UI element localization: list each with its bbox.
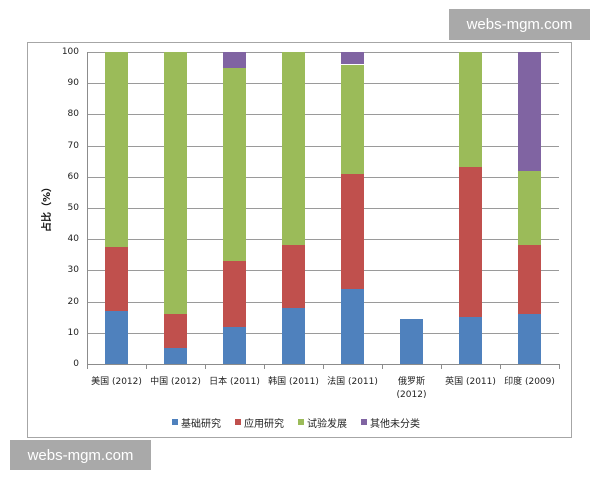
bar-segment <box>341 64 364 174</box>
x-tick <box>264 364 265 369</box>
bar-segment <box>282 245 305 308</box>
y-tick-label: 70 <box>67 140 79 151</box>
gridline <box>87 52 559 53</box>
x-tick-label-line1: 印度 (2009) <box>504 377 555 387</box>
x-tick-label-line2: (2012) <box>396 390 427 400</box>
bar-segment <box>518 245 541 315</box>
stacked-bar <box>400 52 423 364</box>
x-tick-label-line1: 美国 (2012) <box>91 377 142 387</box>
legend-label: 基础研究 <box>181 418 221 430</box>
legend-label: 其他未分类 <box>370 418 420 430</box>
legend-swatch-other-icon <box>361 419 367 425</box>
y-tick-label: 10 <box>67 327 79 338</box>
legend-swatch-experimental-icon <box>298 419 304 425</box>
bar-segment <box>282 52 305 246</box>
bar-segment <box>223 326 246 364</box>
y-tick-label: 60 <box>67 171 79 182</box>
gridline <box>87 208 559 209</box>
stacked-bar <box>105 52 128 364</box>
x-tick <box>382 364 383 369</box>
gridline <box>87 301 559 303</box>
x-tick <box>559 364 560 369</box>
gridline <box>87 83 559 85</box>
x-tick-label: 英国 (2011) <box>438 376 504 389</box>
bar-segment <box>105 247 128 311</box>
x-tick-label-line1: 日本 (2011) <box>209 377 260 387</box>
bar-segment <box>341 173 364 290</box>
x-tick <box>500 364 501 369</box>
y-tick-label: 80 <box>67 109 79 120</box>
plot-area <box>87 52 560 369</box>
stacked-bar <box>341 52 364 364</box>
x-tick-label-line1: 韩国 (2011) <box>268 377 319 387</box>
bar-segment <box>518 170 541 246</box>
y-tick-label: 40 <box>67 234 79 245</box>
bar-segment <box>223 52 246 68</box>
bar-segment <box>459 167 482 318</box>
stacked-bar <box>459 52 482 364</box>
bar-segment <box>105 52 128 247</box>
bar-segment <box>341 289 364 364</box>
y-tick-label: 100 <box>61 47 79 57</box>
x-tick-label: 俄罗斯 (2012) <box>379 376 445 402</box>
watermark-bottom: webs-mgm.com <box>10 440 151 470</box>
bar-segment <box>223 67 246 262</box>
x-tick-label: 法国 (2011) <box>320 376 386 389</box>
x-tick-label: 日本 (2011) <box>202 376 268 389</box>
gridline <box>87 114 559 116</box>
legend-item-basic-research: 基础研究 <box>172 415 221 430</box>
x-tick <box>323 364 324 369</box>
bar-segment <box>400 318 423 364</box>
x-tick-label-line1: 俄罗斯 <box>397 377 425 387</box>
y-tick-label: 0 <box>73 359 79 369</box>
x-tick <box>87 364 88 369</box>
x-tick-label-line1: 中国 (2012) <box>150 377 201 387</box>
x-tick-label: 印度 (2009) <box>497 376 563 389</box>
y-tick-label: 50 <box>67 203 79 213</box>
legend: 基础研究 应用研究 试验发展 其他未分类 <box>172 415 420 430</box>
bar-segment <box>459 317 482 364</box>
x-tick <box>441 364 442 369</box>
y-tick-label: 30 <box>67 265 79 276</box>
legend-item-applied-research: 应用研究 <box>235 415 284 430</box>
stacked-bar <box>164 52 187 364</box>
bar-segment <box>105 310 128 364</box>
stacked-bar <box>282 52 305 364</box>
gridline <box>87 332 559 334</box>
x-tick-label: 韩国 (2011) <box>261 376 327 389</box>
x-tick-label-line1: 法国 (2011) <box>327 377 378 387</box>
bar-segment <box>164 52 187 315</box>
legend-swatch-basic-icon <box>172 419 178 425</box>
bar-segment <box>518 314 541 364</box>
legend-label: 应用研究 <box>244 418 284 430</box>
stacked-bar <box>518 52 541 364</box>
bar-segment <box>282 307 305 364</box>
x-tick-label-line1: 英国 (2011) <box>445 377 496 387</box>
x-tick <box>146 364 147 369</box>
legend-item-experimental-development: 试验发展 <box>298 415 347 430</box>
legend-swatch-applied-icon <box>235 419 241 425</box>
bar-segment <box>518 52 541 171</box>
x-tick-label: 美国 (2012) <box>84 376 150 389</box>
legend-label: 试验发展 <box>307 418 347 430</box>
gridline <box>87 270 559 272</box>
x-tick-label: 中国 (2012) <box>143 376 209 389</box>
y-axis-line <box>87 52 88 365</box>
watermark-top: webs-mgm.com <box>449 9 590 40</box>
gridline <box>87 239 559 241</box>
gridline <box>87 145 559 147</box>
stacked-bar <box>223 52 246 364</box>
gridline <box>87 176 559 178</box>
y-tick-label: 90 <box>67 78 79 89</box>
legend-item-other-unclassified: 其他未分类 <box>361 415 420 430</box>
bar-segment <box>459 52 482 168</box>
bar-segment <box>341 52 364 65</box>
bar-segment <box>223 261 246 327</box>
bar-segment <box>164 348 187 364</box>
y-tick-label: 20 <box>67 296 79 307</box>
bar-segment <box>164 314 187 349</box>
x-tick <box>205 364 206 369</box>
